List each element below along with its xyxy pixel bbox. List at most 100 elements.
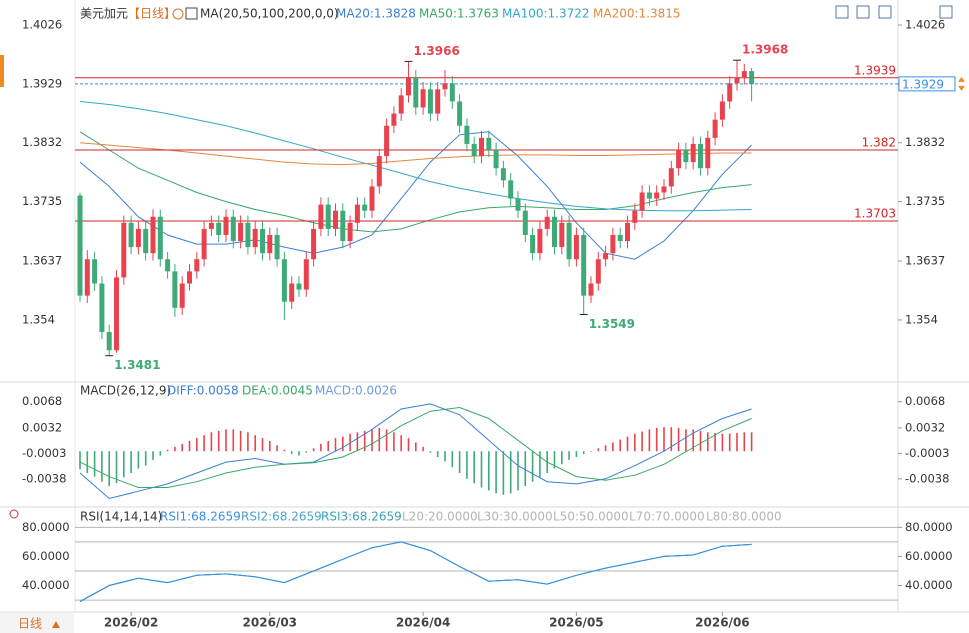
extreme-label: 1.3968 [742, 43, 788, 57]
candle-body [719, 101, 725, 120]
candle-body [303, 259, 309, 290]
candle-body [398, 95, 404, 114]
candle-body [267, 234, 273, 254]
x-tick-label: 2026/03 [243, 616, 297, 630]
candle-body [639, 192, 645, 211]
y-tick-label: 0.0032 [905, 420, 945, 434]
candle-body [727, 83, 733, 102]
candle-body [289, 283, 295, 302]
chart-title: 美元加元 [80, 7, 128, 21]
period-button-arrow[interactable] [52, 621, 60, 628]
macd-line [79, 406, 752, 488]
settings-icon[interactable] [9, 509, 19, 519]
candle-body [741, 71, 747, 78]
candle-body [362, 204, 368, 211]
y-tick-label: 1.4026 [22, 17, 62, 31]
period-button-label[interactable]: 日线 [18, 617, 42, 631]
candle-body [610, 234, 616, 254]
candle-body [311, 228, 317, 260]
y-tick-label: 1.3832 [905, 135, 945, 149]
candle-body [296, 283, 302, 290]
legend-entry: L80:80.0000 [706, 510, 782, 524]
y-tick-label: 1.4026 [905, 17, 945, 31]
candle-body [500, 168, 506, 181]
ma-icon[interactable] [185, 7, 198, 20]
legend-entry: MA50:1.3763 [419, 7, 499, 21]
candle-body [114, 277, 119, 351]
y-tick-label: 1.354 [22, 312, 55, 326]
candle-body [698, 143, 703, 169]
last-price-label: 1.3929 [902, 77, 944, 91]
candle-body [573, 234, 579, 260]
y-tick-label: 40.0000 [905, 578, 953, 592]
y-tick-label: 1.3735 [905, 194, 945, 208]
legend-entry: L20:20.0000 [402, 510, 478, 524]
candle-body [281, 259, 287, 302]
candle-body [99, 283, 105, 333]
y-tick-label: 1.3929 [22, 76, 62, 90]
candle-body [252, 228, 258, 248]
candle-body [632, 210, 638, 223]
candle-body [223, 216, 229, 235]
candle-body [515, 198, 521, 211]
candle-body [318, 204, 324, 229]
y-tick-label: 60.0000 [22, 549, 70, 563]
y-tick-label: 60.0000 [905, 549, 953, 563]
candle-body [187, 271, 192, 284]
candle-body [413, 77, 419, 108]
candle-body [172, 271, 178, 308]
y-tick-label: 1.354 [905, 312, 938, 326]
macd-line [79, 403, 752, 500]
icon-button[interactable] [835, 5, 849, 19]
candle-body [705, 137, 711, 169]
candle-body [552, 216, 557, 248]
y-tick-label: 0.0032 [22, 420, 62, 434]
y-tick-label: 80.0000 [905, 520, 953, 534]
level-label: 1.3703 [854, 207, 896, 221]
candle-body [442, 83, 448, 90]
legend-entry: L70:70.0000 [629, 510, 705, 524]
legend-entry: RSI2:68.2659 [241, 510, 322, 524]
candle-body [493, 150, 499, 169]
candle-body [603, 253, 609, 260]
candle-body [749, 71, 755, 84]
candle-body [676, 150, 682, 169]
legend-entry: MACD:0.0026 [315, 384, 397, 398]
candle-body [668, 168, 674, 187]
x-tick-label: 2026/06 [695, 616, 749, 630]
icon-button[interactable] [878, 5, 892, 19]
rsi-line [79, 541, 752, 602]
candle-body [201, 228, 207, 260]
candle-body [84, 259, 90, 296]
candle-body [77, 195, 83, 296]
legend-entry: MA200:1.3815 [593, 7, 681, 21]
candle-body [333, 210, 338, 229]
candle-body [92, 259, 98, 284]
candle-body [617, 234, 623, 242]
y-tick-label: 1.3637 [22, 254, 62, 268]
candle-body [165, 259, 171, 272]
candle-body [150, 216, 156, 254]
candle-body [274, 234, 280, 260]
y-tick-label: 80.0000 [22, 520, 70, 534]
settings-icon[interactable] [172, 8, 184, 20]
candle-body [654, 192, 660, 199]
candle-body [260, 228, 265, 254]
candle-body [449, 83, 455, 102]
icon-button[interactable] [856, 5, 870, 19]
legend-entry: RSI3:68.2659 [321, 510, 402, 524]
legend-entry: L50:50.0000 [553, 510, 629, 524]
candle-body [537, 228, 543, 254]
candle-body [121, 222, 127, 278]
candle-body [135, 228, 141, 248]
x-tick-label: 2026/04 [396, 616, 450, 630]
icon-button[interactable] [939, 5, 953, 19]
candle-body [325, 204, 331, 229]
candle-body [369, 186, 375, 211]
legend-entry: MA20:1.3828 [336, 7, 416, 21]
candle-body [216, 222, 222, 235]
legend-entry: DIFF:0.0058 [167, 384, 239, 398]
indicator-label: MACD(26,12,9) [80, 384, 171, 398]
